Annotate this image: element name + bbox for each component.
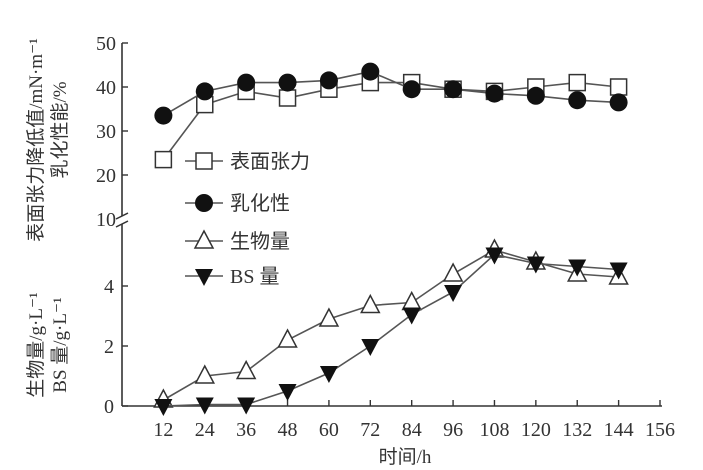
- data-point-circle: [568, 91, 587, 110]
- x-tick-label: 132: [562, 419, 592, 441]
- data-point-triangle: [235, 359, 257, 380]
- data-point-circle: [319, 71, 338, 90]
- x-axis-label: 时间/h: [379, 446, 432, 468]
- y-axis-label-emulsification: 乳化性能/%: [49, 81, 71, 178]
- y-tick-label: 10: [96, 209, 116, 231]
- series-line: [163, 253, 619, 407]
- x-tick-label: 24: [195, 419, 215, 441]
- data-point-circle: [444, 80, 463, 99]
- x-tick-label: 48: [278, 419, 298, 441]
- data-point-circle: [402, 80, 421, 99]
- x-tick-label: 60: [319, 419, 339, 441]
- data-point-inverted-triangle: [319, 366, 338, 383]
- data-point-inverted-triangle: [609, 262, 628, 280]
- y-tick-label: 0: [104, 396, 114, 418]
- y-axis-label-biomass: 生物量/g·L⁻¹: [25, 292, 47, 398]
- y-tick-label: 4: [104, 276, 114, 298]
- data-point-circle: [195, 82, 214, 101]
- x-tick-label: 12: [153, 419, 173, 441]
- data-point-circle: [526, 86, 545, 105]
- x-tick-label: 120: [521, 419, 551, 441]
- series-layer: [153, 62, 629, 416]
- y-tick-label: 30: [96, 121, 116, 143]
- y-tick-label: 2: [104, 336, 114, 358]
- data-point-triangle: [318, 307, 340, 327]
- data-point-circle: [195, 194, 213, 212]
- data-point-triangle: [193, 229, 215, 249]
- data-point-square: [154, 150, 173, 169]
- data-point-inverted-triangle: [402, 307, 421, 325]
- series-filled-inverted-triangle: [154, 247, 628, 416]
- data-point-triangle: [194, 364, 216, 384]
- series-line: [162, 81, 619, 161]
- legend-label: 乳化性: [230, 192, 290, 215]
- data-point-inverted-triangle: [444, 285, 463, 302]
- series-line: [162, 70, 619, 117]
- data-point-inverted-triangle: [485, 247, 504, 265]
- data-point-inverted-triangle: [568, 259, 587, 277]
- legend-label: 生物量: [230, 230, 290, 253]
- data-point-inverted-triangle: [278, 384, 297, 401]
- axis-break-mark: [115, 212, 129, 220]
- data-point-circle: [237, 73, 256, 92]
- data-point-circle: [278, 73, 297, 92]
- data-point-square: [568, 73, 586, 92]
- data-point-triangle: [442, 262, 464, 282]
- y-axis-label-bs: BS 量/g·L⁻¹: [50, 297, 71, 393]
- data-point-inverted-triangle: [526, 256, 545, 274]
- legend-label: BS 量: [230, 266, 279, 288]
- x-tick-label: 144: [604, 419, 634, 441]
- data-point-inverted-triangle: [361, 339, 380, 356]
- y-tick-label: 40: [96, 77, 116, 99]
- data-point-square: [278, 89, 297, 107]
- data-point-triangle: [360, 293, 381, 314]
- series-filled-circle: [154, 62, 628, 125]
- legend-label: 表面张力: [230, 150, 310, 173]
- data-point-inverted-triangle: [154, 399, 173, 416]
- series-open-square: [154, 73, 628, 169]
- x-tick-label: 72: [360, 419, 380, 441]
- data-point-triangle: [277, 328, 298, 348]
- legend-item: BS 量: [185, 266, 279, 288]
- data-point-inverted-triangle: [237, 397, 256, 415]
- x-tick-label: 96: [443, 419, 463, 441]
- data-point-square: [609, 78, 628, 96]
- legend-item: 乳化性: [185, 192, 290, 215]
- x-tick-label: 84: [402, 419, 422, 441]
- y-tick-label: 50: [96, 33, 116, 55]
- axis-break-mark: [115, 220, 129, 228]
- x-tick-label: 108: [479, 419, 509, 441]
- data-point-circle: [609, 93, 628, 112]
- x-tick-label: 156: [645, 419, 675, 441]
- legend-item: 生物量: [185, 229, 290, 253]
- data-point-inverted-triangle: [195, 269, 213, 286]
- data-point-circle: [154, 106, 173, 125]
- data-point-square: [195, 152, 213, 170]
- data-point-triangle: [401, 290, 422, 311]
- legend-item: 表面张力: [185, 150, 310, 173]
- data-point-circle: [361, 62, 380, 81]
- data-point-circle: [485, 84, 504, 103]
- y-tick-label: 20: [96, 165, 116, 187]
- data-point-inverted-triangle: [195, 397, 214, 415]
- x-tick-label: 36: [236, 419, 256, 441]
- y-axis-label-tension: 表面张力降低值/mN·m⁻¹: [25, 38, 47, 242]
